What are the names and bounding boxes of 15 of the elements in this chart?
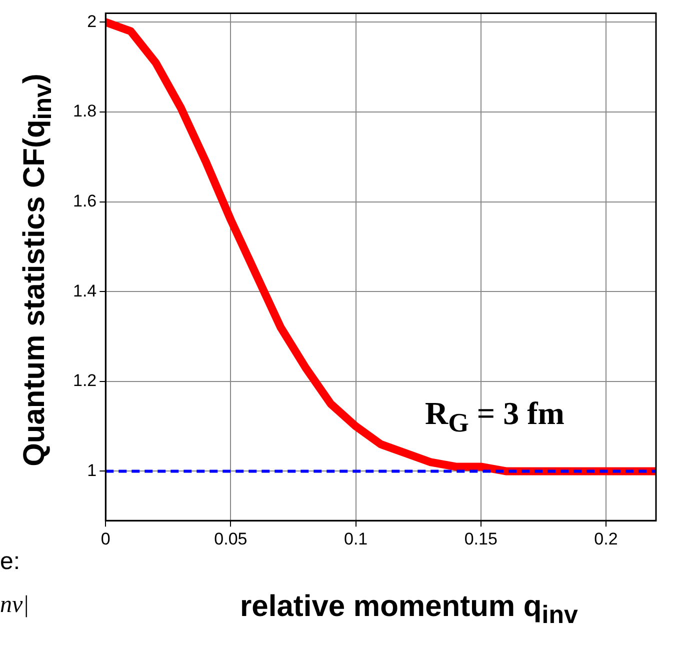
y-tick-label: 1.4 xyxy=(72,281,97,300)
text: e: xyxy=(0,548,20,576)
annotation: R$_{G}$ = 3 fm xyxy=(425,395,564,438)
x-tick-label: 0.05 xyxy=(214,529,248,548)
y-tick-label: 2 xyxy=(87,12,97,31)
y-tick-label: 1.8 xyxy=(72,102,97,121)
x-axis-title: relative momentum q$_{inv}$ xyxy=(240,590,578,630)
y-tick-label: 1 xyxy=(87,460,97,480)
y-tick-label: 1.2 xyxy=(72,371,97,390)
x-tick-label: 0.1 xyxy=(344,529,368,548)
x-tick-label: 0.15 xyxy=(464,529,498,548)
x-tick-label: 0.2 xyxy=(594,529,618,548)
x-tick-label: 0 xyxy=(100,529,110,548)
y-tick-label: 1.6 xyxy=(72,191,97,210)
text: nv| xyxy=(0,592,30,619)
